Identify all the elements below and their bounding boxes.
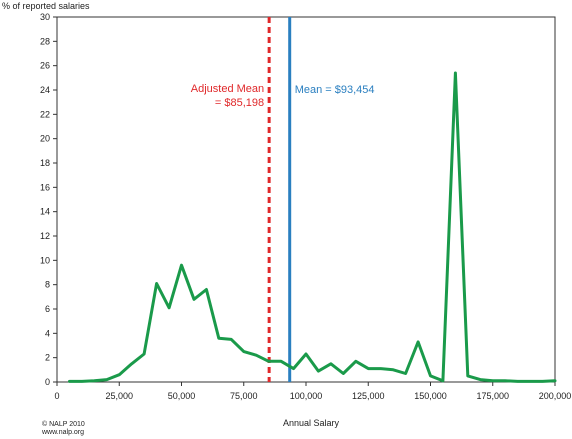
x-axis-title: Annual Salary — [282, 418, 340, 428]
y-tick-label: 10 — [40, 255, 50, 265]
y-tick-label: 18 — [40, 158, 50, 168]
data-point — [417, 341, 419, 343]
data-point — [379, 367, 382, 370]
x-tick-label: 0 — [54, 391, 59, 401]
y-tick-label: 30 — [40, 12, 50, 22]
y-tick-label: 16 — [40, 182, 50, 192]
data-point — [305, 353, 307, 355]
mean-label: Mean = $93,454 — [295, 84, 375, 96]
x-tick-label: 50,000 — [168, 391, 196, 401]
data-point — [454, 72, 457, 74]
data-point — [367, 367, 370, 370]
data-point — [168, 306, 170, 309]
x-tick-label: 150,000 — [414, 391, 447, 401]
data-point — [93, 379, 96, 382]
data-point — [230, 338, 233, 341]
data-point — [143, 353, 145, 355]
data-point — [516, 380, 519, 383]
data-point — [218, 337, 220, 340]
data-point — [255, 354, 257, 357]
data-point — [554, 379, 556, 382]
x-tick-label: 175,000 — [476, 391, 509, 401]
data-point — [479, 378, 482, 381]
y-tick-label: 12 — [40, 231, 50, 241]
source-url: www.nalp.org — [42, 429, 85, 436]
data-point — [81, 380, 83, 383]
y-axis-title: % of reported salaries — [2, 1, 90, 11]
y-tick-label: 4 — [45, 328, 50, 338]
data-point — [267, 360, 270, 363]
salary-series-line — [68, 71, 557, 383]
y-tick-label: 28 — [40, 36, 50, 46]
x-tick-label: 200,000 — [539, 391, 572, 401]
data-point — [342, 372, 345, 375]
y-tick-label: 14 — [40, 207, 50, 217]
x-tick-label: 75,000 — [230, 391, 258, 401]
data-point — [330, 362, 332, 365]
x-tick-label: 25,000 — [105, 391, 133, 401]
data-point — [242, 350, 245, 353]
y-tick-label: 22 — [40, 109, 50, 119]
data-point — [392, 369, 394, 371]
data-point — [193, 298, 195, 301]
data-point — [541, 380, 544, 383]
data-point — [317, 370, 320, 372]
data-point — [118, 373, 121, 376]
data-point — [292, 367, 295, 370]
y-tick-label: 8 — [45, 280, 50, 290]
data-point — [106, 378, 108, 381]
data-point — [404, 372, 407, 375]
data-point — [491, 379, 494, 382]
y-tick-label: 20 — [40, 134, 50, 144]
adjusted-mean-label: Adjusted Mean — [191, 83, 264, 95]
data-point — [504, 379, 507, 382]
x-tick-label: 100,000 — [290, 391, 323, 401]
data-point — [180, 264, 183, 267]
data-point — [442, 379, 444, 382]
data-point — [529, 380, 531, 383]
copyright-note: © NALP 2010 — [42, 421, 85, 428]
data-point — [280, 360, 282, 363]
x-tick-label: 125,000 — [352, 391, 385, 401]
data-point — [68, 380, 71, 383]
data-point — [355, 360, 357, 363]
data-point — [467, 375, 469, 377]
y-tick-label: 24 — [40, 85, 50, 95]
y-tick-label: 2 — [45, 353, 50, 363]
data-point — [429, 375, 432, 377]
plot-frame — [56, 16, 556, 383]
y-tick-label: 26 — [40, 61, 50, 71]
data-point — [155, 282, 158, 285]
y-tick-label: 0 — [45, 377, 50, 387]
y-tick-label: 6 — [45, 304, 50, 314]
adjusted-mean-value: = $85,198 — [215, 97, 264, 109]
data-point — [205, 288, 208, 291]
data-point — [130, 362, 133, 365]
